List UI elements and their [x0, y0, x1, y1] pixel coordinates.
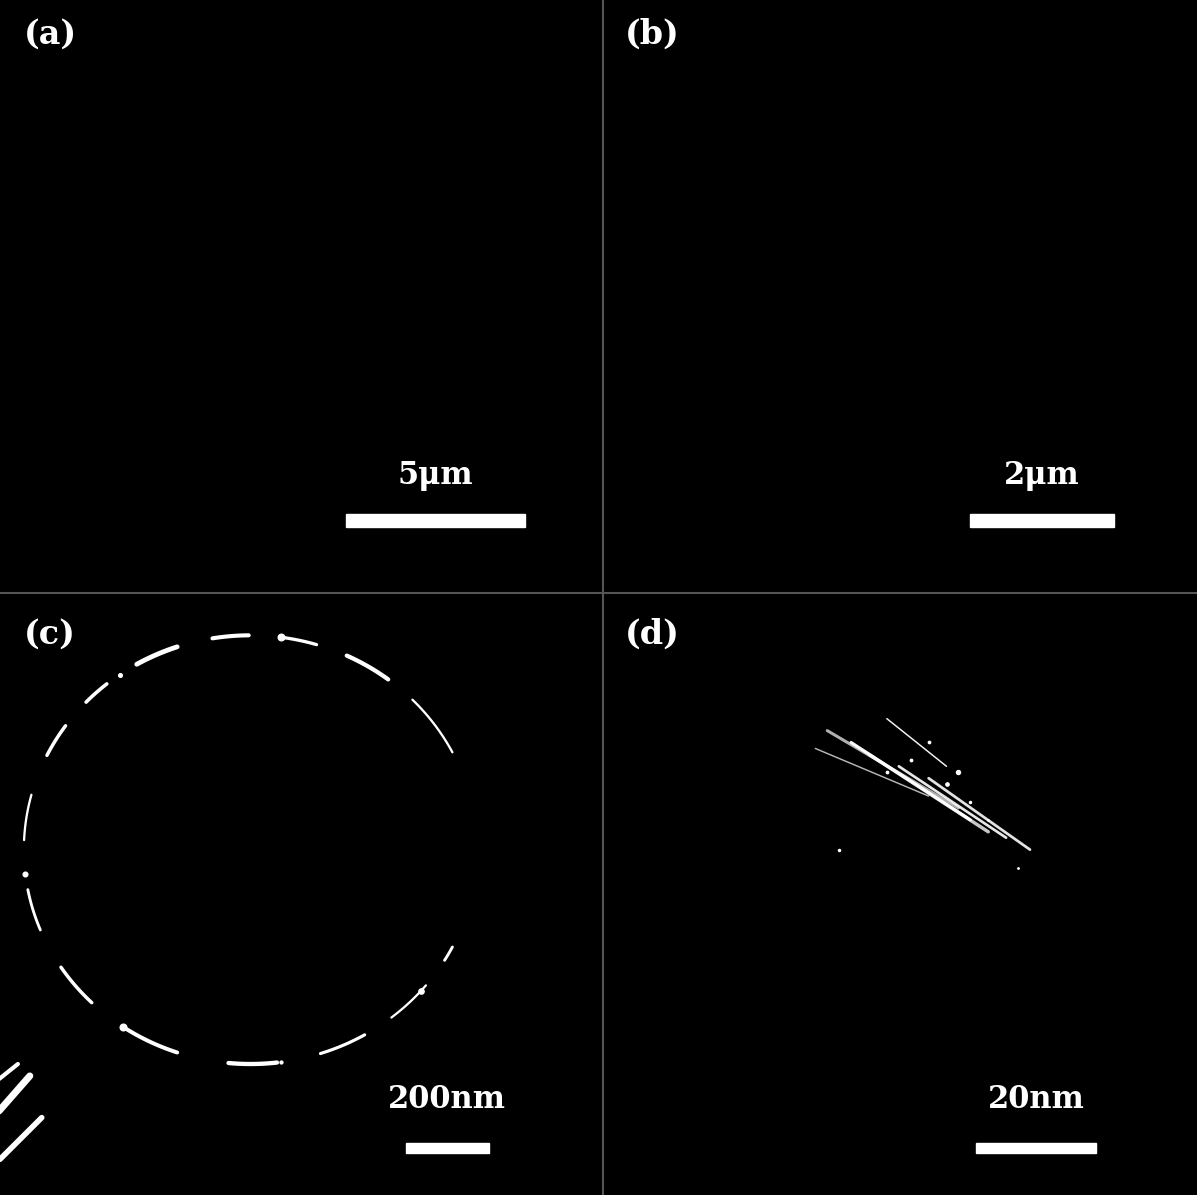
Text: 2μm: 2μm: [1004, 460, 1080, 491]
Text: (d): (d): [625, 618, 680, 650]
Bar: [971, 514, 1113, 527]
Bar: [977, 1142, 1095, 1153]
Text: (a): (a): [24, 18, 77, 51]
Text: (c): (c): [24, 618, 75, 650]
Bar: [406, 1142, 490, 1153]
Text: 20nm: 20nm: [988, 1084, 1084, 1115]
Text: 200nm: 200nm: [388, 1084, 506, 1115]
Text: 5μm: 5μm: [397, 460, 473, 491]
Bar: [346, 514, 524, 527]
Text: (b): (b): [625, 18, 679, 51]
